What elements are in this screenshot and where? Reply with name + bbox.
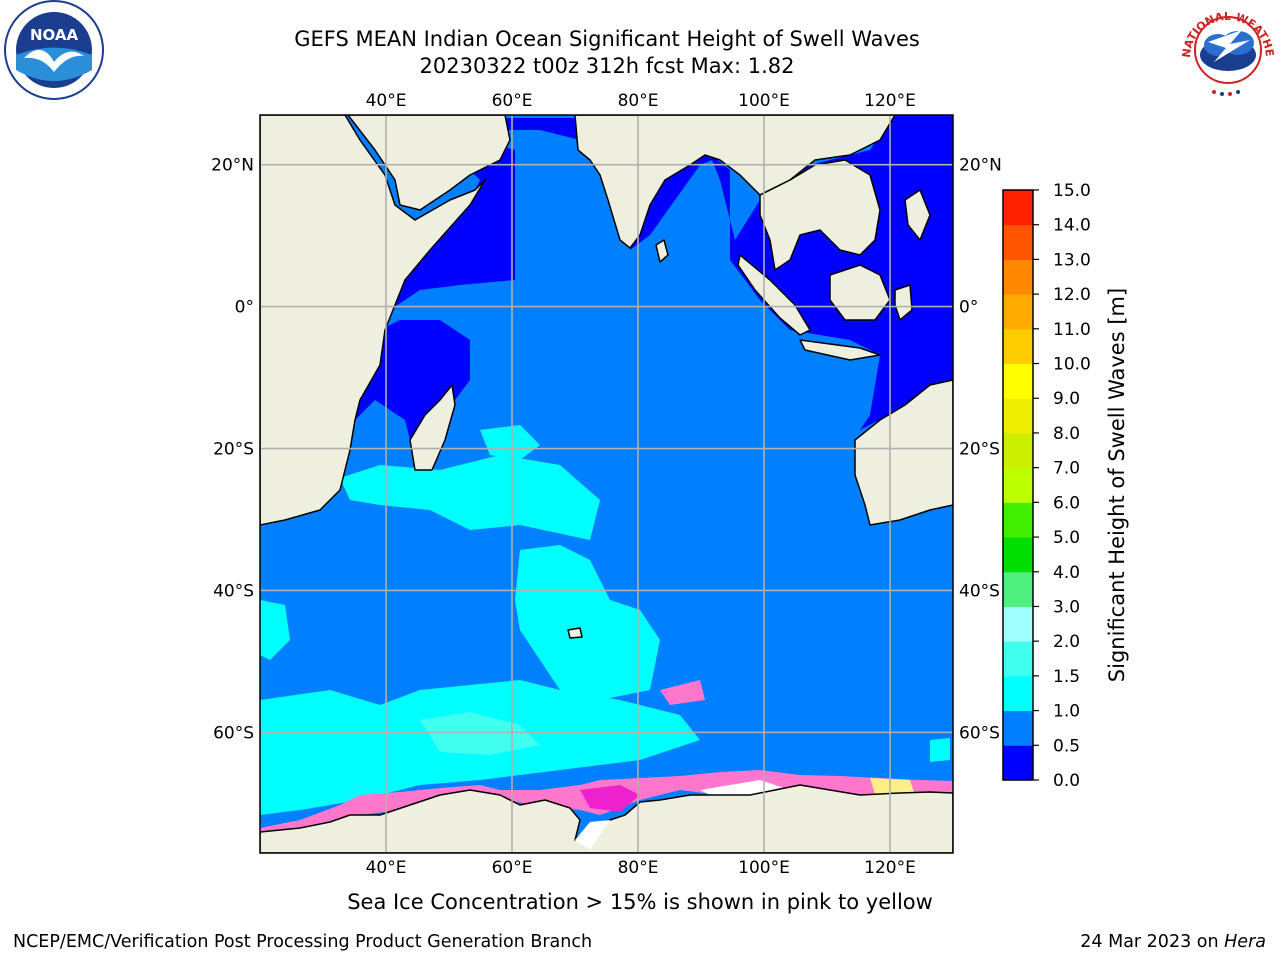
- lon-tick-bottom-1: 60°E: [492, 858, 533, 878]
- land-masses: [260, 115, 953, 853]
- lat-tick-right-3: 40°S: [959, 581, 1000, 601]
- lat-tick-left-1: 0°: [235, 298, 254, 318]
- noaa-logo-icon: NOAA: [4, 0, 104, 100]
- land-australia: [854, 379, 953, 526]
- map-gridlines: [260, 115, 953, 853]
- footer-host: Hera: [1224, 932, 1266, 952]
- colorbar-swatch-6: [1003, 537, 1033, 573]
- colorbar-swatch-1: [1003, 710, 1033, 746]
- colorbar-tick-5: 3.0: [1053, 597, 1080, 617]
- lon-tick-bottom-0: 40°E: [366, 858, 407, 878]
- colorbar-tick-17: 15.0: [1053, 181, 1091, 201]
- land-java: [799, 339, 881, 361]
- lon-tick-bottom-2: 80°E: [618, 858, 659, 878]
- colorbar-swatch-3: [1003, 641, 1033, 677]
- colorbar-tick-6: 4.0: [1053, 563, 1080, 583]
- colorbar-swatch-9: [1003, 432, 1033, 469]
- colorbar-tick-14: 12.0: [1053, 285, 1091, 305]
- colorbar-swatch-15: [1003, 224, 1033, 260]
- colorbar-tick-9: 7.0: [1053, 459, 1080, 479]
- colorbar-swatch-16: [1003, 190, 1033, 226]
- colorbar-frame: [1002, 189, 1034, 781]
- colorbar-label: Significant Height of Swell Waves [m]: [1105, 288, 1129, 682]
- colorbar-swatch-10: [1003, 398, 1033, 434]
- colorbar-swatch-0: [1003, 745, 1033, 781]
- lon-tick-bottom-3: 100°E: [738, 858, 790, 878]
- footer-credit: NCEP/EMC/Verification Post Processing Pr…: [13, 932, 593, 952]
- lat-tick-left-0: 20°N: [211, 156, 254, 176]
- colorbar-tick-4: 2.0: [1053, 632, 1080, 652]
- colorbar-swatch-13: [1003, 294, 1033, 330]
- footer-date-text: 24 Mar 2023 on: [1080, 932, 1225, 952]
- colorbar-tick-7: 5.0: [1053, 528, 1080, 548]
- colorbar-tick-2: 1.0: [1053, 702, 1080, 722]
- land-philippines: [904, 189, 931, 241]
- land-sulawesi: [894, 284, 913, 321]
- lon-tick-top-4: 120°E: [864, 91, 916, 111]
- colorbar-tick-13: 11.0: [1053, 320, 1091, 340]
- land-sri-lanka: [655, 239, 669, 263]
- moderate-swell-patches: [260, 425, 950, 815]
- map-area: [260, 115, 953, 853]
- map-frame: [259, 114, 954, 854]
- sea-ice-white: [575, 820, 610, 850]
- footer-date: 24 Mar 2023 on Hera: [1080, 932, 1266, 952]
- colorbar-swatch-5: [1003, 571, 1033, 607]
- lat-tick-right-0: 20°N: [959, 156, 1002, 176]
- noaa-logo-text: NOAA: [30, 26, 79, 44]
- colorbar-swatch-12: [1003, 328, 1033, 365]
- lat-tick-left-4: 60°S: [213, 723, 254, 743]
- lat-tick-right-2: 20°S: [959, 440, 1000, 460]
- land-africa: [260, 115, 486, 526]
- map-tick-labels: 40°E 40°E 60°E 60°E 80°E 80°E 100°E 100°E 120°E 1…: [211, 91, 1002, 878]
- lat-tick-right-1: 0°: [959, 298, 978, 318]
- land-indochina: [759, 159, 881, 271]
- land-arabia: [347, 115, 511, 211]
- nws-logo-icon: NATIONAL WEATHER SERVICE: [1178, 0, 1276, 98]
- colorbar-tick-1: 0.5: [1053, 736, 1080, 756]
- lat-tick-left-2: 20°S: [213, 440, 254, 460]
- lat-tick-left-3: 40°S: [213, 581, 254, 601]
- colorbar-tick-3: 1.5: [1053, 667, 1080, 687]
- map-subtitle: 20230322 t00z 312h fcst Max: 1.82: [419, 54, 795, 78]
- colorbar-swatch-4: [1003, 606, 1033, 642]
- map-title: GEFS MEAN Indian Ocean Significant Heigh…: [294, 27, 920, 51]
- land-kerguelen: [567, 627, 583, 639]
- colorbar-swatch-8: [1003, 467, 1033, 503]
- colorbar-tick-11: 9.0: [1053, 389, 1080, 409]
- sea-ice-caption: Sea Ice Concentration > 15% is shown in …: [347, 890, 933, 914]
- colorbar-swatch-11: [1003, 363, 1033, 399]
- colorbar-swatch-14: [1003, 259, 1033, 295]
- colorbar-swatch-2: [1003, 675, 1033, 712]
- lon-tick-top-1: 60°E: [492, 91, 533, 111]
- colorbar-tick-15: 13.0: [1053, 250, 1091, 270]
- lon-tick-top-0: 40°E: [366, 91, 407, 111]
- colorbar-tick-10: 8.0: [1053, 424, 1080, 444]
- lon-tick-top-3: 100°E: [738, 91, 790, 111]
- colorbar-tick-8: 6.0: [1053, 493, 1080, 513]
- higher-swell-patch: [420, 712, 540, 755]
- colorbar-tick-16: 14.0: [1053, 216, 1091, 236]
- lat-tick-right-4: 60°S: [959, 723, 1000, 743]
- lon-tick-top-2: 80°E: [618, 91, 659, 111]
- lon-tick-bottom-4: 120°E: [864, 858, 916, 878]
- colorbar-tick-0: 0.0: [1053, 771, 1080, 791]
- land-sumatra: [737, 254, 811, 336]
- colorbar-tick-12: 10.0: [1053, 355, 1091, 375]
- colorbar-swatch-7: [1003, 502, 1033, 538]
- colorbar: 0.0 0.5 1.0 1.5 2.0 3.0 4.0 5.0 6.0 7.0 8.0 9.0 10.0…: [1002, 181, 1091, 791]
